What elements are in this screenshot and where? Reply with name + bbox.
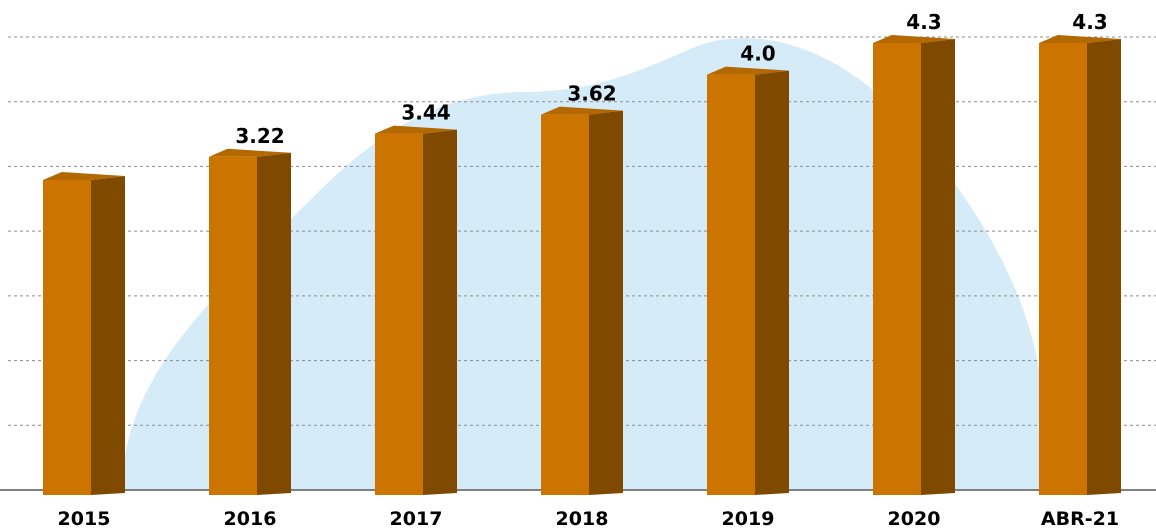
bar-side	[423, 129, 457, 495]
x-tick-label: 2018	[556, 508, 609, 530]
x-tick-label: 2015	[58, 508, 111, 530]
bar-top	[873, 35, 955, 43]
bar-front	[1039, 43, 1087, 495]
data-label: 3.22	[235, 124, 284, 148]
bar	[209, 148, 291, 496]
bar-front	[43, 179, 91, 495]
bars	[43, 35, 1121, 496]
bar-front	[209, 156, 257, 496]
bar-front	[375, 133, 423, 495]
bar-front	[541, 114, 589, 495]
data-label: 3.44	[401, 101, 450, 125]
x-axis-tick-labels: 2015 2016 2017 2018 2019 2020 ABR-21	[58, 508, 1120, 530]
x-tick-label: 2017	[390, 508, 443, 530]
x-tick-label: 2016	[224, 508, 277, 530]
bar-top	[541, 106, 623, 115]
bar-top	[209, 148, 291, 157]
bar-top	[1039, 35, 1121, 43]
data-label: 4.0	[740, 42, 775, 66]
bar	[873, 35, 955, 495]
bar	[541, 106, 623, 495]
x-tick-label: ABR-21	[1041, 508, 1119, 530]
x-tick-label: 2019	[722, 508, 775, 530]
bar-top	[707, 66, 789, 75]
bar	[707, 66, 789, 496]
bar-side	[257, 152, 291, 496]
data-label: 3.62	[567, 82, 616, 106]
data-label: 4.3	[906, 10, 941, 34]
bar-top	[43, 171, 125, 180]
bar-side	[1087, 39, 1121, 495]
bar-side	[589, 110, 623, 495]
bar-front	[873, 43, 921, 495]
bar	[375, 125, 457, 495]
data-label: 4.3	[1072, 10, 1107, 34]
bar	[43, 171, 125, 495]
bar-side	[921, 39, 955, 495]
bar-side	[91, 175, 125, 495]
x-tick-label: 2020	[888, 508, 941, 530]
bar	[1039, 35, 1121, 495]
bar-front	[707, 74, 755, 496]
bar-top	[375, 125, 457, 134]
data-labels: 3.22 3.44 3.62 4.0 4.3 4.3	[235, 10, 1107, 148]
bar-side	[755, 70, 789, 496]
